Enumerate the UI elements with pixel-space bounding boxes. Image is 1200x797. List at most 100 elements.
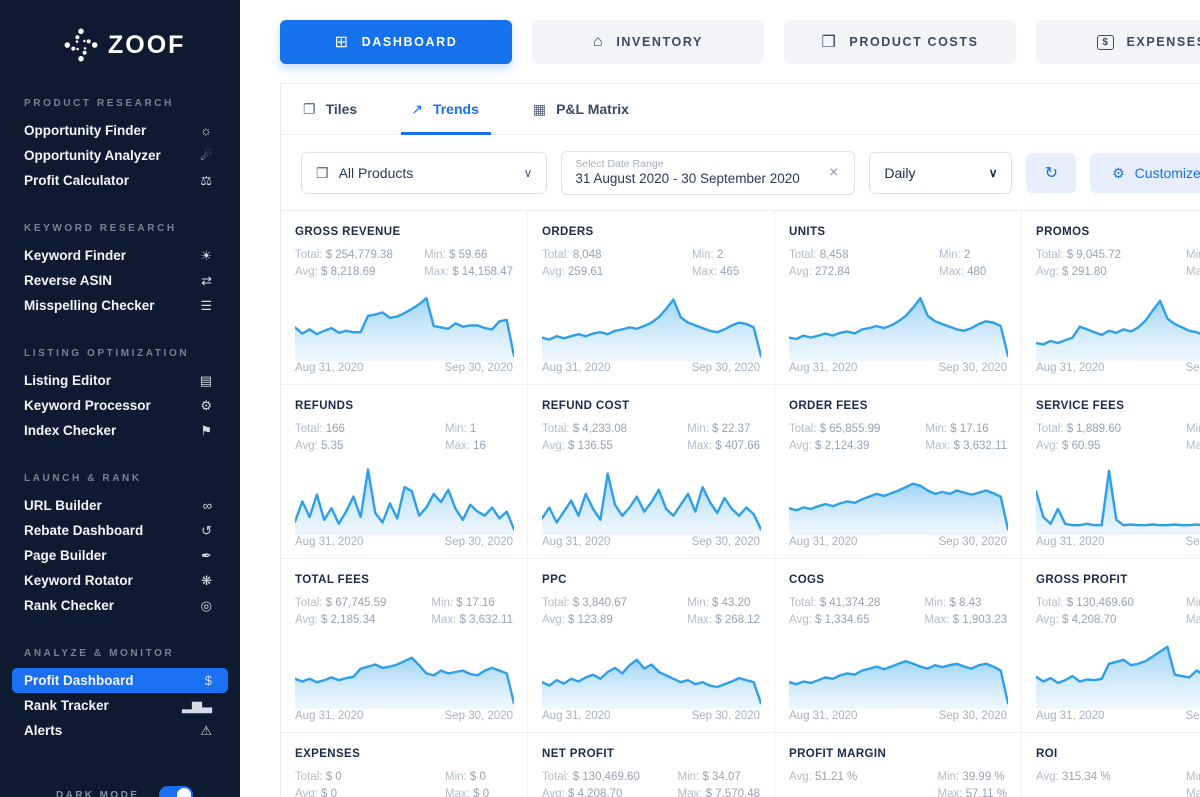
stat-line: Avg: $ 2,124.39 <box>789 438 925 455</box>
sidebar-item-index-checker[interactable]: Index Checker ⚑ <box>12 418 228 443</box>
atom-icon: ❋ <box>201 572 212 588</box>
nav-button-label: PRODUCT COSTS <box>849 35 979 49</box>
stat-value: $ 130,469.60 <box>1066 597 1134 609</box>
sidebar-item-url-builder[interactable]: URL Builder ∞ <box>12 493 228 518</box>
sidebar-item-keyword-rotator[interactable]: Keyword Rotator ❋ <box>12 568 228 593</box>
dashboard-panel: ❐ Tiles ↗ Trends ▦ P&L Matrix ❒ All Products … <box>280 83 1200 797</box>
section-title: LAUNCH & RANK <box>24 473 142 484</box>
stat-value: $ 291.80 <box>1062 266 1107 279</box>
sidebar-item-listing-editor[interactable]: Listing Editor ▤ <box>12 368 228 393</box>
megaphone-icon: ⚠ <box>200 722 212 738</box>
tab-tiles[interactable]: ❐ Tiles <box>303 84 357 135</box>
sidebar-item-opportunity-analyzer[interactable]: Opportunity Analyzer ☄ <box>12 143 228 168</box>
sidebar-item-profit-dashboard[interactable]: Profit Dashboard $ <box>12 668 228 693</box>
stat-line: Min: <box>1186 769 1200 786</box>
stat-label: Min: <box>445 423 470 435</box>
sparkline-chart <box>540 287 763 361</box>
stat-line: Max: 16 <box>445 438 513 455</box>
stat-value: $ 17.16 <box>456 597 495 609</box>
chart-start-date: Aug 31, 2020 <box>789 361 858 374</box>
tab-label: Tiles <box>325 101 358 117</box>
sidebar-item-page-builder[interactable]: Page Builder ✒ <box>12 543 228 568</box>
stat-value: $ 2,185.34 <box>321 614 376 627</box>
chart-end-date: Sep 30, 2020 <box>1185 709 1200 722</box>
stat-value: 16 <box>473 440 486 453</box>
sidebar-item-label: Rank Tracker <box>24 698 109 713</box>
stat-value: 5.35 <box>321 440 344 453</box>
tab-label: P&L Matrix <box>556 101 629 117</box>
date-range-label: Select Date Range <box>575 158 664 170</box>
sidebar-item-reverse-asin[interactable]: Reverse ASIN ⇄ <box>12 268 228 293</box>
stat-value: $ 3,632.11 <box>953 440 1007 453</box>
metric-card-expenses: EXPENSES Total: $ 0 Avg: $ 0 Min: $ 0 Max:… <box>281 733 528 797</box>
stat-value: 259.61 <box>568 266 604 279</box>
metric-card-cogs: COGS Total: $ 41,374.28 Avg: $ 1,334.65 M… <box>775 559 1022 733</box>
period-select[interactable]: Daily ∨ <box>869 152 1013 194</box>
sidebar-item-misspelling-checker[interactable]: Misspelling Checker ☰ <box>12 293 228 318</box>
sparkline-chart <box>293 287 516 361</box>
stat-label: Min: <box>431 597 457 609</box>
nav-button-dashboard[interactable]: ⊞ DASHBOARD <box>280 20 512 64</box>
chart-start-date: Aug 31, 2020 <box>789 535 858 548</box>
stat-value: 2 <box>716 249 724 261</box>
chart-end-date: Sep 30, 2020 <box>938 361 1007 374</box>
stat-value: $ 65,855.99 <box>819 423 881 435</box>
flag-card-icon: ⚑ <box>200 422 212 438</box>
sidebar-item-keyword-processor[interactable]: Keyword Processor ⚙ <box>12 393 228 418</box>
stat-value: $ 8.43 <box>949 597 982 609</box>
chart-end-date: Sep 30, 2020 <box>444 361 513 374</box>
metric-card-roi: ROI Avg: 315.34 % Min: Max: Aug 31, 2020… <box>1022 733 1200 797</box>
sidebar-item-label: Keyword Finder <box>24 248 127 263</box>
metric-card-title: REFUND COST <box>542 400 630 412</box>
sidebar-item-keyword-finder[interactable]: Keyword Finder ☀ <box>12 243 228 268</box>
gear-icon: ⚙ <box>1112 164 1125 181</box>
sidebar-item-opportunity-finder[interactable]: Opportunity Finder ☼ <box>12 118 228 143</box>
stat-line: Min: $ 17.16 <box>925 421 1007 438</box>
nav-button-expenses[interactable]: $ EXPENSES <box>1036 20 1200 64</box>
sidebar-item-profit-calculator[interactable]: Profit Calculator ⚖ <box>12 168 228 193</box>
date-range-input[interactable]: Select Date Range 31 August 2020 - 30 Se… <box>561 151 856 195</box>
stat-value: 166 <box>325 423 345 435</box>
stat-value: 8,048 <box>572 249 602 261</box>
metric-card-stats: Total: 8,458 Avg: 272.84 Min: 2 Max: 480 <box>789 247 1007 282</box>
stat-line: Min: $ 0 <box>445 769 513 786</box>
nav-button-label: EXPENSES <box>1126 35 1200 49</box>
stat-value: $ 123.89 <box>568 614 613 627</box>
main-content: ⊞ DASHBOARD ⌂ INVENTORY ❒ PRODUCT COSTS $ EXPEN… <box>240 0 1200 797</box>
stat-line: Min: <box>1186 421 1200 438</box>
cash-hand-icon: ⚖ <box>200 172 212 188</box>
stat-line: Min: <box>1186 247 1200 264</box>
product-filter-dropdown[interactable]: ❒ All Products ∨ <box>301 152 548 194</box>
lightbulb-icon: ☼ <box>200 123 212 138</box>
metric-card-total-fees: TOTAL FEES Total: $ 67,745.59 Avg: $ 2,18… <box>281 559 528 733</box>
tab-p-l-matrix[interactable]: ▦ P&L Matrix <box>533 84 629 135</box>
clear-date-icon[interactable]: × <box>829 164 839 181</box>
stat-label: Total: <box>295 771 326 783</box>
stat-line: Total: $ 130,469.60 <box>542 769 678 786</box>
stat-line: Avg: $ 1,334.65 <box>789 612 925 629</box>
sidebar-item-rank-checker[interactable]: Rank Checker ◎ <box>12 593 228 618</box>
stat-label: Avg: <box>295 440 321 453</box>
stat-line: Max: 57.11 % <box>938 786 1007 797</box>
sidebar-item-rebate-dashboard[interactable]: Rebate Dashboard ↺ <box>12 518 228 543</box>
stat-value: $ 34.07 <box>702 771 741 783</box>
customize-button-label: Customize C <box>1134 165 1200 181</box>
quill-icon: ✒ <box>201 547 212 563</box>
dark-mode-toggle[interactable] <box>159 786 194 797</box>
refresh-button[interactable]: ↻ <box>1026 153 1077 193</box>
stat-label: Min: <box>687 597 713 609</box>
nav-button-product-costs[interactable]: ❒ PRODUCT COSTS <box>784 20 1016 64</box>
sidebar-item-rank-tracker[interactable]: Rank Tracker ▂▆▃ <box>12 693 228 718</box>
product-filter-value: All Products <box>338 165 414 181</box>
tab-trends[interactable]: ↗ Trends <box>401 84 491 135</box>
stat-value: 480 <box>967 266 987 279</box>
stat-value: $ 3,632.11 <box>459 614 513 627</box>
stat-value: $ 4,208.70 <box>1062 614 1117 627</box>
stat-label: Min: <box>687 423 713 435</box>
stat-line: Max: $ 407.66 <box>687 438 760 455</box>
customize-button[interactable]: ⚙ Customize C <box>1090 153 1200 193</box>
sidebar-section: LAUNCH & RANK URL Builder ∞ Rebate Dashboar… <box>0 473 240 618</box>
nav-button-inventory[interactable]: ⌂ INVENTORY <box>532 20 764 64</box>
sidebar-item-alerts[interactable]: Alerts ⚠ <box>12 718 228 743</box>
